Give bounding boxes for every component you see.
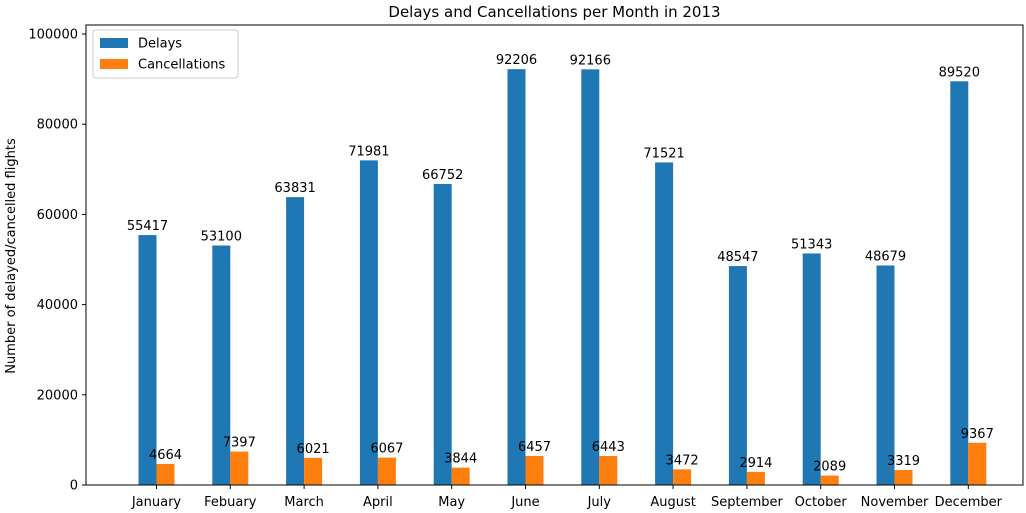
data-label: 63831 <box>274 181 315 196</box>
data-label: 71521 <box>643 146 684 161</box>
data-label: 66752 <box>422 168 463 183</box>
x-tick-label: April <box>363 495 393 510</box>
data-label: 6457 <box>518 440 551 455</box>
y-axis-label: Number of delayed/cancelled flights <box>4 138 19 374</box>
data-label: 6443 <box>592 440 625 455</box>
bar-delays <box>138 235 157 485</box>
bar-cancellations <box>230 451 249 485</box>
data-label: 2089 <box>813 460 846 475</box>
data-label: 48547 <box>717 250 758 265</box>
y-tick-label: 0 <box>70 479 78 494</box>
y-tick-label: 100000 <box>28 28 78 43</box>
data-label: 92206 <box>496 53 537 68</box>
data-label: 3844 <box>444 452 477 467</box>
bar-cancellations <box>451 467 470 485</box>
data-label: 7397 <box>223 436 256 451</box>
data-label: 92166 <box>570 53 611 68</box>
legend-label: Cancellations <box>138 58 226 73</box>
legend-swatch <box>100 59 128 69</box>
data-label: 55417 <box>127 219 168 234</box>
x-tick-label: January <box>131 495 182 510</box>
bar-cancellations <box>746 471 765 485</box>
legend-box <box>92 29 239 79</box>
legend-swatch <box>100 38 128 48</box>
data-label: 3319 <box>887 454 920 469</box>
y-tick-label: 60000 <box>37 208 78 223</box>
data-label: 2914 <box>739 456 772 471</box>
plot-frame <box>85 24 1024 486</box>
data-label: 3472 <box>666 453 699 468</box>
bar-delays <box>433 183 452 486</box>
bar-delays <box>950 81 969 486</box>
data-label: 71981 <box>348 144 389 159</box>
data-label: 6067 <box>370 442 403 457</box>
legend: Delays Cancellations <box>92 29 239 79</box>
bar-cancellations <box>599 455 618 485</box>
x-tick-label: March <box>284 495 324 510</box>
x-tick-label: July <box>587 495 612 510</box>
x-tick-label: November <box>861 495 929 510</box>
y-tick-label: 80000 <box>37 118 78 133</box>
x-tick-label: December <box>935 495 1003 510</box>
data-label: 51343 <box>791 237 832 252</box>
bar-cancellations <box>820 475 839 485</box>
x-tick-label: September <box>711 495 784 510</box>
bar-delays <box>655 162 674 485</box>
bar-delays <box>876 265 895 485</box>
y-tick-label: 40000 <box>37 298 78 313</box>
bar-delays <box>507 69 526 486</box>
bar-delays <box>728 266 747 485</box>
x-tick-label: Febuary <box>204 495 257 510</box>
bar-delays <box>286 197 305 485</box>
data-label: 6021 <box>297 442 330 457</box>
data-label: 89520 <box>939 65 980 80</box>
bar-delays <box>802 253 821 485</box>
bar-cancellations <box>894 470 913 485</box>
bar-cancellations <box>304 457 323 485</box>
y-tick-label: 20000 <box>37 388 78 403</box>
plot-area: 0 20000 40000 60000 80000 100000 January Febuar… <box>28 28 1002 510</box>
bar-cancellations <box>968 442 987 485</box>
bar-cancellations <box>377 457 396 485</box>
chart-title: Delays and Cancellations per Month in 20… <box>388 3 720 21</box>
bar-cancellations <box>673 469 692 485</box>
legend-label: Delays <box>138 37 182 52</box>
x-tick-label: May <box>438 495 465 510</box>
data-label: 48679 <box>865 249 906 264</box>
x-tick-label: August <box>650 495 696 510</box>
bar-delays <box>212 245 231 485</box>
data-label: 4664 <box>149 448 182 463</box>
data-label: 53100 <box>201 230 242 245</box>
bar-delays <box>359 160 378 485</box>
bar-cancellations <box>156 463 175 485</box>
bar-cancellations <box>525 455 544 485</box>
x-tick-label: June <box>510 495 539 510</box>
bar-delays <box>581 69 600 485</box>
data-label: 9367 <box>961 427 994 442</box>
x-tick-label: October <box>795 495 848 510</box>
